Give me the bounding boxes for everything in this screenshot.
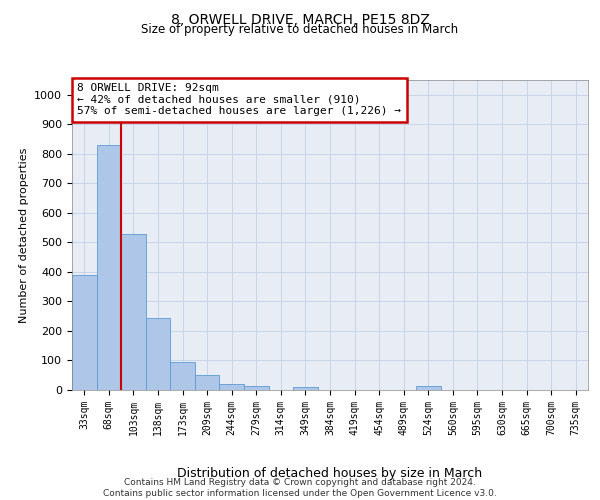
Bar xyxy=(170,362,195,390)
Text: 8, ORWELL DRIVE, MARCH, PE15 8DZ: 8, ORWELL DRIVE, MARCH, PE15 8DZ xyxy=(170,12,430,26)
Bar xyxy=(244,386,269,390)
Bar xyxy=(416,386,440,390)
Bar xyxy=(146,318,170,390)
Text: Contains HM Land Registry data © Crown copyright and database right 2024.
Contai: Contains HM Land Registry data © Crown c… xyxy=(103,478,497,498)
Text: Size of property relative to detached houses in March: Size of property relative to detached ho… xyxy=(142,22,458,36)
Text: 8 ORWELL DRIVE: 92sqm
← 42% of detached houses are smaller (910)
57% of semi-det: 8 ORWELL DRIVE: 92sqm ← 42% of detached … xyxy=(77,83,401,116)
Bar xyxy=(72,275,97,390)
Bar xyxy=(195,374,220,390)
Y-axis label: Number of detached properties: Number of detached properties xyxy=(19,148,29,322)
Bar xyxy=(121,234,146,390)
Bar xyxy=(97,145,121,390)
Text: Distribution of detached houses by size in March: Distribution of detached houses by size … xyxy=(178,467,482,480)
Bar xyxy=(220,384,244,390)
Bar xyxy=(293,387,318,390)
